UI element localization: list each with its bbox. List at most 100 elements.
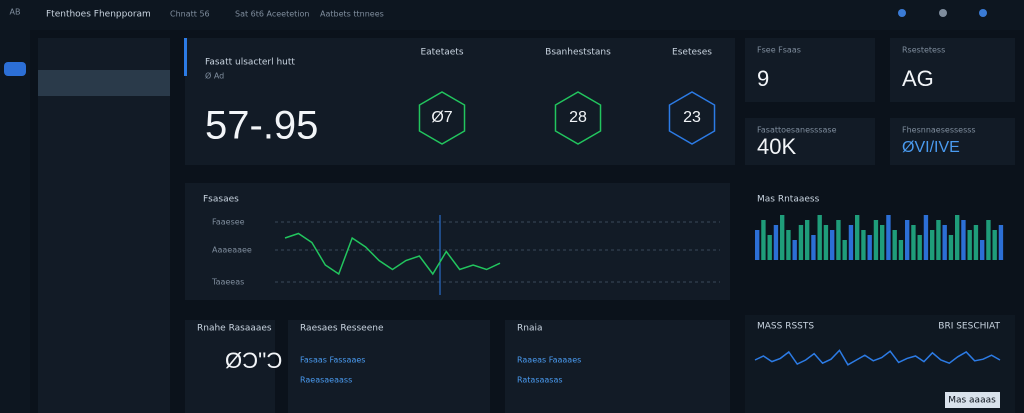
activity-bar [842, 240, 847, 260]
hero-value: 57-.95 [205, 104, 318, 148]
icon[interactable] [898, 9, 906, 17]
hex-label: Bsanheststans [545, 48, 611, 58]
bottom-card [505, 320, 730, 413]
bottom-value: ØƆ''Ɔ [225, 348, 282, 373]
icon[interactable] [979, 9, 987, 17]
stat-value: 9 [757, 66, 769, 91]
stat-label: Fsee Fsaas [757, 46, 801, 55]
activity-bar [948, 235, 954, 260]
signal-title: MASS RSSTS [757, 322, 814, 332]
activity-bar [823, 225, 829, 260]
activity-bar [961, 220, 966, 260]
hero-subtitle: Ø Ad [205, 71, 224, 81]
activity-bar [861, 230, 866, 260]
trend-card [185, 183, 730, 300]
activity-bar [855, 215, 860, 260]
tab[interactable]: Aatbets ttnnees [320, 10, 384, 19]
activity-bar [992, 230, 997, 260]
hex-label: Eseteses [672, 48, 712, 58]
activity-bar [917, 235, 922, 260]
activity-bar [773, 225, 779, 260]
rail-item[interactable]: AB [10, 8, 21, 17]
signal-button[interactable] [945, 392, 1000, 408]
bottom-line: Raaeas Faaaaes [517, 356, 581, 365]
stat-card [890, 118, 1015, 165]
activity-bar [898, 240, 904, 260]
stat-label: Fasattoesanesssase [757, 126, 837, 135]
trend-line [284, 232, 501, 276]
hero-card [185, 38, 400, 165]
sidebar-active[interactable] [38, 70, 170, 96]
bottom-title: Rnaia [517, 324, 543, 334]
trend-title: Fsasaes [203, 195, 239, 205]
activity-bar [980, 240, 985, 260]
bottom-title: Raesaes Resseene [300, 324, 384, 334]
rail-active[interactable] [4, 62, 26, 76]
activity-bar [805, 220, 810, 260]
app-title: Ftenthoes Fhenpporam [46, 10, 151, 20]
bottom-card [185, 320, 275, 413]
tab[interactable]: Sat 6t6 Aceetetion [235, 10, 309, 19]
hexagon [668, 91, 716, 145]
activity-bar [998, 225, 1004, 260]
activity-bar [780, 215, 785, 260]
activity-bar [892, 230, 897, 260]
activity-bar [973, 225, 979, 260]
activity-bar [955, 215, 960, 260]
tab[interactable]: Chnatt 56 [170, 10, 210, 19]
activity-bar [873, 220, 879, 260]
activity-bar [905, 220, 910, 260]
stat-value: 40K [757, 134, 796, 159]
activity-bar [942, 225, 947, 260]
activity-bar [930, 230, 935, 260]
activity-bar [848, 225, 854, 260]
accent [184, 38, 187, 76]
activity-bar [755, 230, 760, 260]
icon[interactable] [939, 9, 947, 17]
bottom-card [288, 320, 490, 413]
activity-bar [798, 225, 804, 260]
activity-bar [811, 235, 816, 260]
hex-value: Ø7 [431, 109, 452, 126]
activity-bar [923, 215, 929, 260]
activity-bar [786, 230, 791, 260]
activity-bar [967, 230, 972, 260]
activity-bar [767, 235, 772, 260]
activity-bar [836, 220, 841, 260]
activity-bar [986, 220, 991, 260]
activity-bar [792, 240, 797, 260]
sidebar [38, 38, 170, 413]
hexagon [554, 91, 602, 145]
activity-bar [830, 230, 835, 260]
signal-badge: BRI SESCHIAT [938, 322, 1000, 332]
hero-title: Fasatt ulsacterl hutt [205, 58, 295, 68]
hex-label: Eatetaets [420, 48, 463, 58]
activity-bar [911, 225, 916, 260]
rail [0, 30, 30, 413]
hex-value: 28 [569, 109, 587, 126]
bottom-line: Fasaas Fassaaes [300, 356, 365, 365]
legend-label: Taaeeas [211, 278, 244, 287]
activity-bar [886, 215, 891, 260]
stat-card [890, 38, 1015, 102]
stat-label: Fhesnnaesessesss [902, 126, 976, 135]
activity-bar [817, 215, 822, 260]
activity-title: Mas Rntaaess [757, 195, 820, 205]
signal-line [754, 349, 1001, 366]
stat-card [745, 118, 875, 165]
bottom-line: Ratasaasas [517, 376, 563, 385]
activity-bar [867, 235, 872, 260]
signal-footer[interactable]: Mas aaaas [948, 396, 996, 406]
legend-label: Faaesee [212, 218, 245, 227]
legend-label: Aaaeaaee [212, 246, 252, 255]
stat-label: Rsestetess [902, 46, 945, 55]
hex-card [400, 38, 735, 165]
topbar [0, 0, 1024, 30]
stat-card [745, 38, 875, 102]
activity-bar [936, 220, 941, 260]
stat-value: ØVI/IVE [902, 139, 960, 156]
bottom-line: Raeasaeaass [300, 376, 352, 385]
